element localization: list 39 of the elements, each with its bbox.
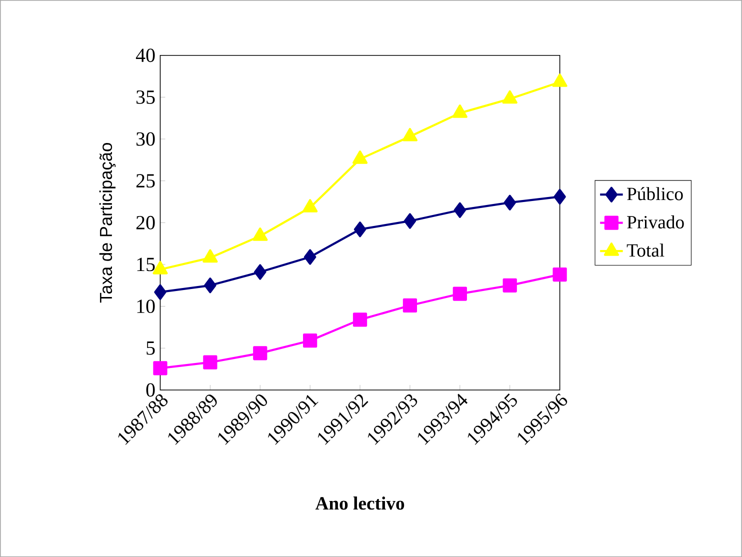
point — [204, 278, 216, 294]
legend-label: Público — [627, 186, 683, 200]
point — [404, 213, 416, 229]
x-axis-title: Ano lectivo — [315, 496, 404, 510]
y-tick-label: 20 — [136, 216, 155, 230]
point — [452, 286, 467, 301]
point — [454, 202, 466, 218]
y-tick-label: 10 — [137, 299, 155, 313]
point — [253, 346, 268, 360]
y-tick-label: 30 — [136, 132, 155, 146]
point — [402, 128, 418, 142]
point — [552, 267, 567, 282]
point — [303, 333, 318, 348]
point — [502, 278, 517, 292]
point — [502, 90, 518, 104]
point — [552, 73, 568, 87]
y-tick-label: 40 — [136, 48, 155, 62]
y-axis-title: Taxa de Participação — [99, 142, 116, 303]
point — [203, 355, 218, 370]
y-tick-label: 15 — [137, 258, 155, 272]
point — [202, 249, 218, 263]
point — [254, 264, 266, 280]
point — [153, 361, 168, 376]
point — [554, 188, 566, 204]
point — [154, 284, 166, 300]
point — [352, 312, 368, 327]
point — [452, 104, 468, 118]
y-tick-label: 35 — [136, 90, 155, 104]
point — [252, 227, 268, 241]
y-tick-label: 5 — [146, 341, 155, 355]
legend-label: Total — [626, 244, 664, 257]
point — [354, 221, 366, 238]
legend-label: Privado — [627, 215, 684, 228]
point — [504, 194, 516, 210]
point — [402, 298, 418, 312]
point — [302, 198, 318, 212]
point — [352, 150, 368, 164]
y-tick-label: 25 — [136, 174, 155, 188]
point — [304, 249, 316, 265]
